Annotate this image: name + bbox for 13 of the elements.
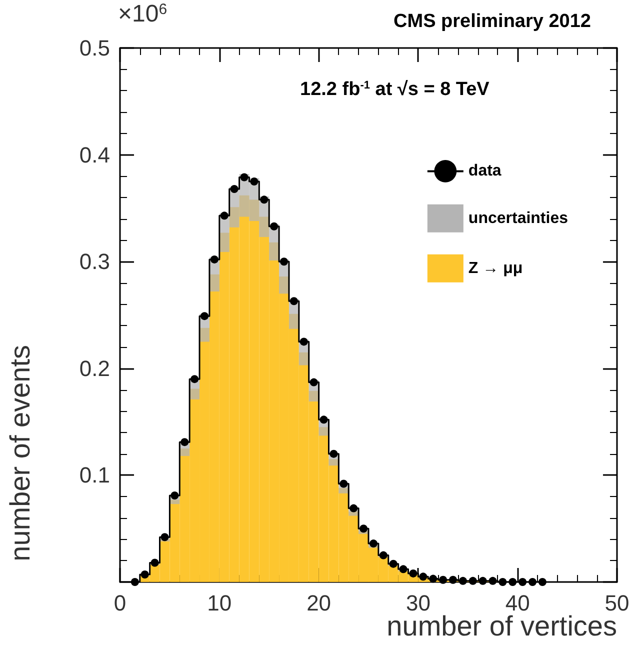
y-tick-label: 0.1 xyxy=(79,462,110,488)
legend-label: uncertainties xyxy=(468,210,568,227)
legend-label: data xyxy=(468,162,502,180)
x-tick-label: 0 xyxy=(114,590,126,616)
y-tick-label: 0.2 xyxy=(79,356,110,381)
legend-label: Z → μμ xyxy=(468,260,523,277)
x-tick-label: 10 xyxy=(207,590,232,616)
y-axis-title: number of events xyxy=(4,345,36,562)
y-tick-label: 0.3 xyxy=(79,249,110,274)
text: CMS preliminary 2012 xyxy=(394,11,592,32)
x-tick-label: 20 xyxy=(306,590,332,616)
y-tick-label: 0.5 xyxy=(79,36,110,60)
y-tick-label: 0.4 xyxy=(79,142,110,168)
